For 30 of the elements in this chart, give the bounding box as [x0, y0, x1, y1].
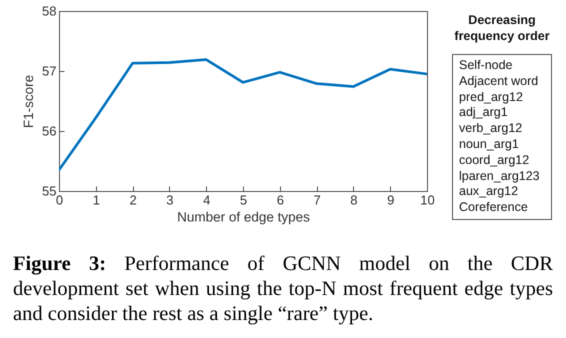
x-tick-label: 7 — [313, 192, 321, 208]
x-tick-label: 4 — [203, 192, 210, 208]
x-tick-label: 9 — [387, 192, 394, 208]
x-tick-label: 3 — [166, 192, 174, 208]
x-tick-label: 10 — [420, 192, 435, 208]
x-tick-label: 1 — [92, 192, 100, 208]
x-tick-label: 0 — [56, 192, 64, 208]
text: aux_arg12 — [459, 184, 520, 200]
y-axis-title: F1-score — [21, 74, 36, 128]
x-tick-label: 2 — [129, 192, 137, 208]
x-tick-label: 6 — [276, 192, 284, 208]
text: Self-node — [459, 58, 514, 74]
text: coord_arg12 — [459, 152, 530, 169]
x-tick-label: 5 — [240, 192, 248, 208]
text: lparen_arg123 — [459, 168, 541, 184]
text: verb_arg12 — [459, 121, 524, 137]
y-tick-label: 56 — [42, 124, 56, 138]
x-axis-title: Number of edge types — [177, 210, 310, 224]
text: pred_arg12 — [459, 90, 524, 106]
text: Coreference — [459, 200, 529, 216]
line-series — [59, 58, 427, 172]
y-tick-label: 55 — [42, 184, 56, 198]
x-tick-label: 8 — [350, 192, 358, 208]
text: Decreasing frequency order — [453, 12, 551, 44]
text: adj_arg1 — [459, 105, 509, 122]
text: Adjacent word — [459, 74, 540, 90]
y-tick-label: 58 — [42, 4, 56, 18]
caption: Figure 3: Performance of GCNN model on the CDR development set when using the top-N most frequent edge types and consider the rest as a single “rare” type. — [13, 252, 553, 327]
text: noun_arg1 — [459, 136, 520, 153]
y-tick-label: 57 — [42, 64, 56, 78]
